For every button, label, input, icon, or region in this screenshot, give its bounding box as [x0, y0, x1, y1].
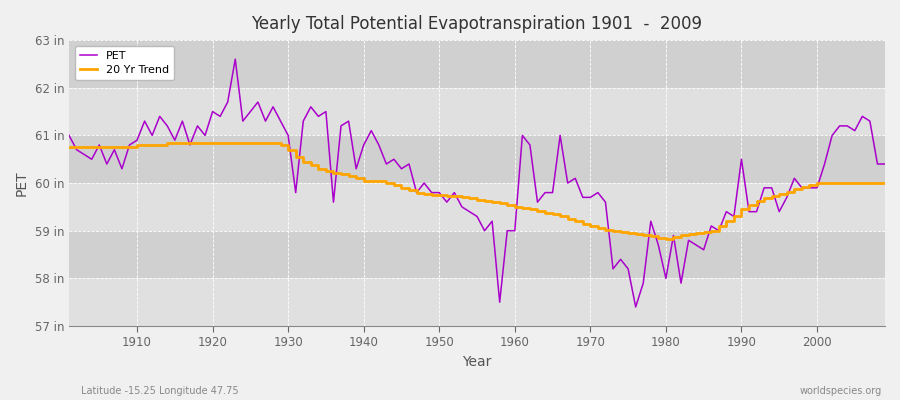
20 Yr Trend — [517, 206, 527, 211]
20 Yr Trend — [64, 145, 75, 150]
Bar — [69, 183, 885, 231]
20 Yr Trend — [124, 145, 135, 150]
Legend: PET, 20 Yr Trend: PET, 20 Yr Trend — [75, 46, 175, 80]
Line: 20 Yr Trend: 20 Yr Trend — [69, 142, 885, 239]
PET — [879, 162, 890, 166]
X-axis label: Year: Year — [463, 355, 491, 369]
PET — [230, 57, 240, 62]
Text: worldspecies.org: worldspecies.org — [800, 386, 882, 396]
20 Yr Trend — [661, 236, 671, 241]
Bar — [69, 278, 885, 326]
Y-axis label: PET: PET — [15, 170, 29, 196]
20 Yr Trend — [879, 181, 890, 186]
20 Yr Trend — [298, 159, 309, 164]
PET — [124, 142, 135, 147]
PET — [517, 133, 527, 138]
20 Yr Trend — [608, 228, 618, 233]
PET — [509, 228, 520, 233]
PET — [64, 133, 75, 138]
PET — [608, 266, 618, 271]
PET — [630, 304, 641, 309]
Bar — [69, 136, 885, 183]
PET — [343, 119, 354, 124]
20 Yr Trend — [162, 140, 173, 145]
Line: PET: PET — [69, 59, 885, 307]
Bar — [69, 231, 885, 278]
20 Yr Trend — [509, 204, 520, 209]
Bar — [69, 88, 885, 136]
20 Yr Trend — [343, 174, 354, 178]
Bar — [69, 40, 885, 88]
Title: Yearly Total Potential Evapotranspiration 1901  -  2009: Yearly Total Potential Evapotranspiratio… — [251, 15, 703, 33]
Text: Latitude -15.25 Longitude 47.75: Latitude -15.25 Longitude 47.75 — [81, 386, 239, 396]
PET — [298, 119, 309, 124]
